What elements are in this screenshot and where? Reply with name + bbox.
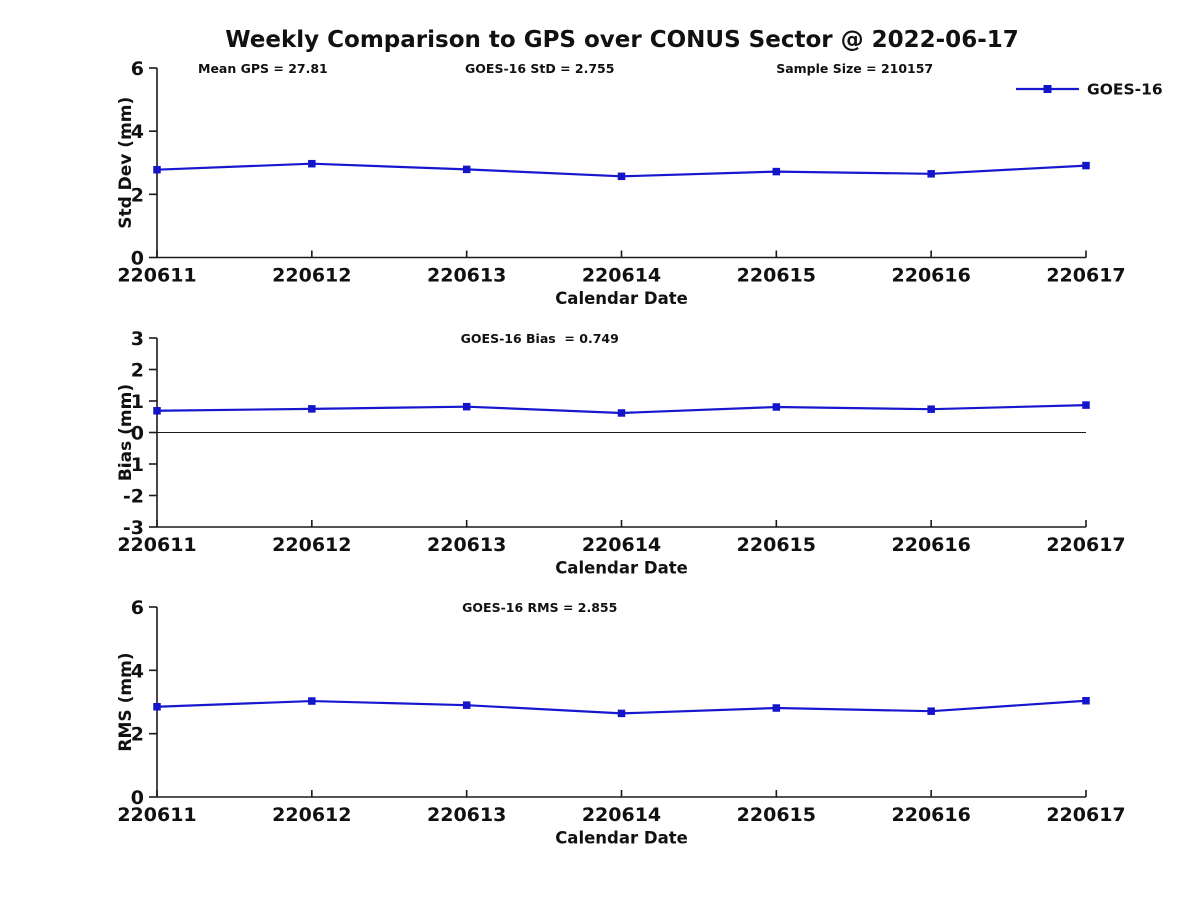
y-tick-label: -3 [123,517,144,539]
x-axis-title: Calendar Date [555,829,688,848]
data-point-marker [462,402,471,411]
data-point-marker [1082,696,1090,705]
y-axis-title: Std Dev (mm) [116,97,136,229]
data-point-marker [617,709,626,718]
x-tick-label: 220612 [272,534,351,556]
annotation: Mean GPS = 27.81 [198,61,328,76]
x-axis-title: Calendar Date [555,559,688,578]
x-tick-label: 220616 [892,804,971,826]
annotation: Sample Size = 210157 [776,61,933,76]
data-point-marker [308,697,316,705]
x-tick-label: 220617 [1046,804,1125,826]
y-tick-label: 6 [131,58,144,80]
x-tick-label: 220617 [1046,534,1125,556]
y-tick-label: 4 [131,660,144,682]
data-point-marker [927,707,935,715]
y-tick-label: 2 [131,724,144,746]
data-point-marker [308,405,316,413]
figure-title: Weekly Comparison to GPS over CONUS Sect… [225,27,1019,53]
y-tick-label: -1 [123,454,144,476]
x-tick-label: 220615 [737,534,816,556]
x-tick-label: 220614 [582,265,661,287]
y-tick-label: 2 [131,184,144,206]
x-tick-label: 220612 [272,804,351,826]
annotation: GOES-16 StD = 2.755 [465,61,614,76]
x-tick-label: 220613 [427,534,506,556]
y-tick-label: -2 [123,486,144,508]
y-axis-title: Bias (mm) [116,384,136,481]
y-tick-label: 1 [131,391,144,413]
data-point-marker [772,167,781,176]
y-axis-title: RMS (mm) [116,652,136,751]
legend-label: GOES-16 [1087,81,1163,99]
x-axis-title: Calendar Date [555,289,688,308]
data-point-marker [153,407,161,415]
y-tick-label: 0 [131,248,144,270]
data-point-marker [153,703,161,711]
x-tick-label: 220616 [892,265,971,287]
data-point-marker [927,405,935,413]
y-tick-label: 0 [131,787,144,809]
annotation: GOES-16 RMS = 2.855 [462,600,617,615]
data-point-marker [462,165,471,174]
y-tick-label: 4 [131,121,144,143]
x-tick-label: 220614 [582,804,661,826]
x-tick-label: 220611 [117,534,196,556]
data-point-marker [927,170,935,178]
x-tick-label: 220617 [1046,265,1125,287]
y-tick-label: 0 [131,423,144,445]
y-tick-label: 3 [131,328,144,350]
x-tick-label: 220613 [427,804,506,826]
x-tick-label: 220612 [272,265,351,287]
x-tick-label: 220615 [737,804,816,826]
data-point-marker [617,172,626,181]
legend-marker [1043,85,1052,93]
data-point-marker [462,701,471,709]
x-tick-label: 220613 [427,265,506,287]
x-tick-label: 220611 [117,265,196,287]
x-tick-label: 220611 [117,804,196,826]
data-point-marker [617,409,626,417]
x-tick-label: 220614 [582,534,661,556]
x-tick-label: 220616 [892,534,971,556]
data-point-marker [308,159,316,168]
y-tick-label: 6 [131,597,144,619]
x-tick-label: 220615 [737,265,816,287]
data-point-marker [1082,401,1090,409]
y-tick-label: 2 [131,360,144,382]
data-point-marker [1082,161,1090,170]
data-point-marker [772,403,781,411]
annotation: GOES-16 Bias = 0.749 [461,331,619,346]
data-point-marker [772,704,781,712]
data-point-marker [153,165,161,174]
